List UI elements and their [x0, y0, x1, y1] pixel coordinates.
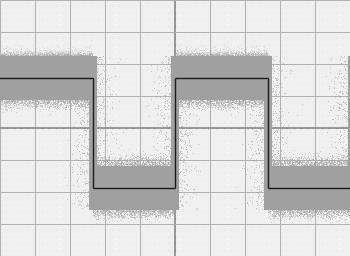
- Bar: [264, 56, 272, 210]
- Bar: [89, 56, 97, 210]
- Bar: [171, 56, 179, 210]
- Bar: [175, 56, 268, 100]
- Bar: [348, 56, 350, 210]
- Bar: [0, 56, 93, 100]
- Bar: [268, 166, 350, 210]
- Bar: [93, 166, 175, 210]
